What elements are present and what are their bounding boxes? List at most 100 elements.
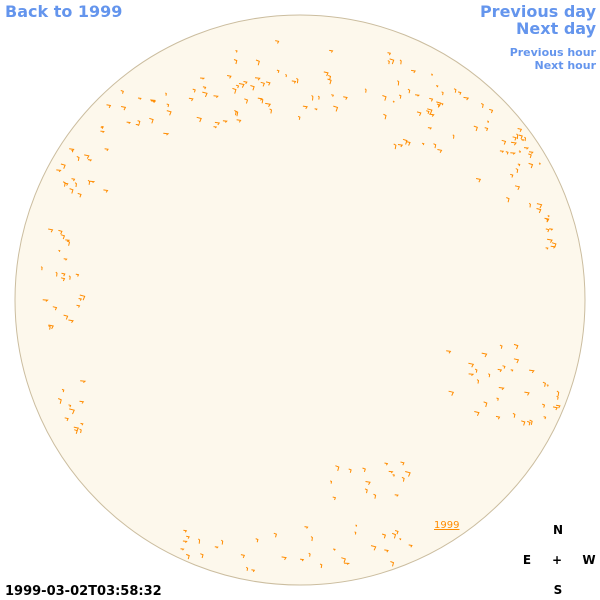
contour xyxy=(250,85,255,91)
contour xyxy=(513,343,519,350)
contour xyxy=(354,531,357,535)
contour xyxy=(76,304,81,308)
contour xyxy=(106,104,112,109)
contour xyxy=(60,163,66,169)
contour xyxy=(402,138,408,145)
contour xyxy=(392,474,395,477)
contour xyxy=(383,113,387,120)
contour xyxy=(120,90,124,94)
contour xyxy=(452,134,455,139)
contour xyxy=(89,180,96,184)
contour xyxy=(536,208,542,214)
contour xyxy=(48,228,54,233)
contour xyxy=(556,395,559,400)
contour xyxy=(71,178,76,182)
contour xyxy=(545,228,550,233)
contour xyxy=(387,60,390,65)
contour xyxy=(220,539,224,545)
contour xyxy=(80,380,87,383)
contour xyxy=(495,415,501,420)
contour xyxy=(512,412,516,418)
contour xyxy=(40,266,43,271)
previous-hour-link[interactable]: Previous hour xyxy=(510,46,597,59)
contour xyxy=(328,74,332,80)
previous-day-link[interactable]: Previous day xyxy=(480,2,597,21)
contour xyxy=(411,69,416,74)
contour xyxy=(213,126,218,129)
contour xyxy=(65,239,71,242)
contour xyxy=(58,229,63,235)
contour xyxy=(545,247,549,250)
contour xyxy=(335,465,340,472)
contour xyxy=(304,526,309,529)
contour xyxy=(463,96,470,101)
contour xyxy=(55,271,58,277)
contour xyxy=(384,549,389,553)
contour xyxy=(510,152,516,155)
contour xyxy=(499,344,503,349)
contour xyxy=(245,566,249,571)
contour xyxy=(310,536,313,542)
contour xyxy=(518,134,523,140)
contour xyxy=(311,95,314,101)
contour xyxy=(401,476,405,482)
contour xyxy=(547,238,553,243)
contour xyxy=(196,116,202,123)
contour xyxy=(474,411,480,417)
contour xyxy=(68,319,74,323)
contour xyxy=(390,561,395,567)
contour xyxy=(265,102,272,107)
contour xyxy=(556,404,561,409)
contour xyxy=(528,153,532,159)
contour xyxy=(427,108,433,115)
contour xyxy=(235,50,238,53)
contour xyxy=(163,132,170,136)
contour xyxy=(343,96,348,100)
contour xyxy=(186,553,190,560)
contour xyxy=(521,139,525,142)
contour xyxy=(319,563,323,569)
contour xyxy=(397,80,400,86)
contour xyxy=(388,470,394,474)
contour xyxy=(433,143,437,149)
contours xyxy=(40,40,561,573)
contour xyxy=(364,488,368,494)
contour xyxy=(329,480,333,484)
contour xyxy=(405,471,411,477)
contour xyxy=(214,121,221,126)
contour xyxy=(166,103,170,108)
contour xyxy=(260,81,265,87)
contour xyxy=(427,127,433,130)
contour xyxy=(528,202,531,208)
contour xyxy=(244,98,249,104)
contour xyxy=(100,130,105,133)
contour xyxy=(58,249,61,253)
contour xyxy=(56,169,62,173)
back-link[interactable]: Back to 1999 xyxy=(5,2,122,21)
contour xyxy=(341,557,346,563)
contour xyxy=(104,148,109,152)
contour xyxy=(80,422,84,426)
solar-disk xyxy=(14,14,586,586)
contour xyxy=(63,258,68,261)
next-hour-link[interactable]: Next hour xyxy=(535,59,597,72)
contour xyxy=(327,78,332,85)
contour xyxy=(501,139,507,145)
contour xyxy=(135,124,141,127)
contour xyxy=(505,151,509,155)
contour xyxy=(536,203,543,209)
year-link[interactable]: 1999 xyxy=(434,520,459,531)
contour xyxy=(87,159,93,162)
contour xyxy=(373,493,377,499)
contour xyxy=(120,106,127,111)
contour xyxy=(544,217,550,222)
compass-east: E xyxy=(523,553,531,567)
next-day-link[interactable]: Next day xyxy=(516,19,597,38)
contour xyxy=(415,94,420,97)
contour xyxy=(498,387,505,391)
contour xyxy=(407,88,411,94)
contour xyxy=(528,151,534,155)
contour xyxy=(68,404,72,408)
